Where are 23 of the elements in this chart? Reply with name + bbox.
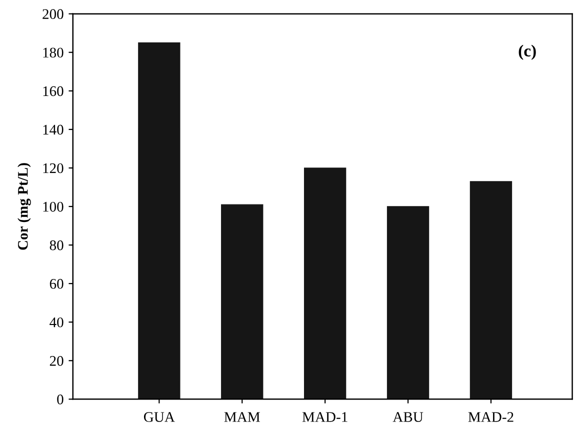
y-tick-label: 20	[50, 356, 64, 366]
y-tick-label: 100	[43, 202, 64, 212]
annotation: (c)	[518, 44, 536, 60]
x-tick-label: MAD-1	[302, 412, 348, 422]
y-tick-label: 0	[57, 394, 64, 404]
bar	[304, 168, 346, 400]
y-tick-label: 140	[43, 124, 64, 135]
bar	[221, 204, 264, 400]
y-axis-title: Cor (mg Pt/L)	[18, 163, 31, 250]
y-tick-label: 60	[50, 278, 64, 289]
y-tick-label: 80	[50, 240, 64, 250]
x-tick-label: ABU	[392, 412, 424, 422]
bar	[386, 206, 430, 400]
y-tick-label: 40	[50, 317, 64, 328]
y-tick-label: 200	[42, 9, 64, 20]
y-tick-label: 180	[43, 48, 64, 58]
bar	[470, 181, 512, 400]
bar	[138, 42, 180, 400]
y-tick-label: 160	[43, 86, 64, 96]
x-tick-label: GUA	[144, 412, 175, 422]
x-tick-label: MAM	[224, 412, 260, 422]
x-tick-label: MAD-2	[468, 412, 514, 422]
y-tick-label: 120	[43, 163, 64, 174]
